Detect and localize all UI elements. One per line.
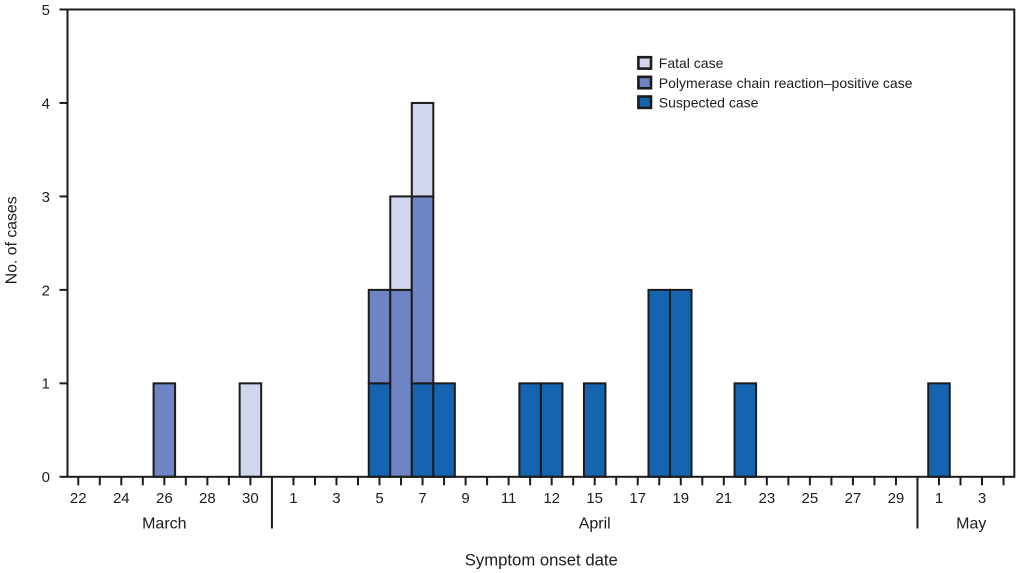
svg-text:April: April <box>579 515 611 532</box>
svg-text:2: 2 <box>42 282 50 299</box>
svg-text:28: 28 <box>199 490 216 507</box>
svg-text:5: 5 <box>42 2 50 19</box>
svg-text:19: 19 <box>672 490 689 507</box>
svg-text:Symptom onset date: Symptom onset date <box>465 550 618 569</box>
svg-text:May: May <box>956 515 986 532</box>
svg-text:3: 3 <box>978 490 986 507</box>
svg-text:30: 30 <box>242 490 259 507</box>
svg-text:17: 17 <box>629 490 646 507</box>
svg-text:9: 9 <box>461 490 469 507</box>
svg-text:21: 21 <box>715 490 732 507</box>
svg-text:Fatal case: Fatal case <box>659 55 724 71</box>
svg-text:24: 24 <box>113 490 130 507</box>
svg-text:23: 23 <box>758 490 775 507</box>
svg-text:1: 1 <box>289 490 297 507</box>
svg-text:15: 15 <box>586 490 603 507</box>
svg-text:1: 1 <box>42 376 50 393</box>
svg-text:27: 27 <box>845 490 862 507</box>
svg-text:29: 29 <box>888 490 905 507</box>
svg-text:7: 7 <box>418 490 426 507</box>
svg-text:22: 22 <box>70 490 87 507</box>
svg-text:1: 1 <box>935 490 943 507</box>
svg-text:25: 25 <box>802 490 819 507</box>
svg-text:3: 3 <box>332 490 340 507</box>
svg-text:12: 12 <box>543 490 560 507</box>
svg-text:26: 26 <box>156 490 173 507</box>
svg-text:No. of cases: No. of cases <box>3 196 20 284</box>
svg-text:Polymerase chain reaction–posi: Polymerase chain reaction–positive case <box>659 75 913 91</box>
svg-text:0: 0 <box>42 469 50 486</box>
svg-text:5: 5 <box>375 490 383 507</box>
svg-text:11: 11 <box>501 490 517 507</box>
svg-text:4: 4 <box>42 95 50 112</box>
svg-text:Suspected case: Suspected case <box>659 95 759 111</box>
svg-text:3: 3 <box>42 189 50 206</box>
svg-text:March: March <box>142 515 186 532</box>
